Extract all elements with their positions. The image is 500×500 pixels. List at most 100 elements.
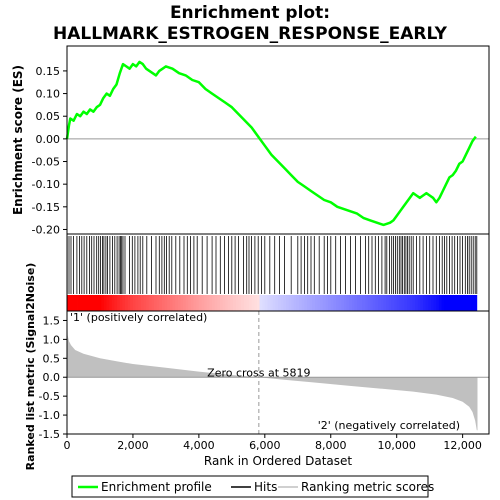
heatmap-cell: [183, 295, 187, 311]
heatmap-cell: [285, 295, 289, 311]
heatmap-cell: [264, 295, 268, 311]
heatmap-cell: [343, 295, 347, 311]
es-y-axis-label: Enrichment score (ES): [11, 65, 25, 215]
rank-y-tick-label: 1.0: [43, 333, 61, 346]
heatmap-cell: [452, 295, 456, 311]
chart-title-line2: HALLMARK_ESTROGEN_RESPONSE_EARLY: [53, 24, 448, 44]
heatmap-cell: [85, 295, 89, 311]
heatmap-cell: [449, 295, 453, 311]
heatmap-cell: [267, 295, 271, 311]
heatmap-cell: [238, 295, 242, 311]
heatmap-cell: [156, 295, 160, 311]
heatmap-cell: [467, 295, 471, 311]
heatmap-cell: [325, 295, 329, 311]
heatmap-cell: [235, 295, 239, 311]
x-tick-label: 0: [64, 439, 71, 452]
heatmap-cell: [275, 295, 279, 311]
legend-entry-hits: Hits: [254, 480, 277, 494]
heatmap-cell: [241, 295, 245, 311]
heatmap-cell: [246, 295, 250, 311]
x-axis-ticks: 0 2,000 4,000 6,000 8,000 10,000 12,000: [64, 434, 482, 452]
x-tick-label: 10,000: [377, 439, 416, 452]
heatmap-cell: [312, 295, 316, 311]
legend-entry-ranking-metric: Ranking metric scores: [301, 480, 434, 494]
heatmap-cell: [404, 295, 408, 311]
heatmap-cell: [143, 295, 147, 311]
heatmap-cell: [256, 295, 260, 311]
rank-y-tick-label: 0.0: [43, 371, 61, 384]
heatmap-cell: [159, 295, 163, 311]
heatmap-cell: [127, 295, 131, 311]
rank-y-axis-label: Ranked list metric (Signal2Noise): [24, 263, 37, 471]
es-panel: 0.15 0.10 0.05 0.00 -0.05 -0.10 -0.15 -0.20 Enr…: [11, 45, 490, 236]
heatmap-cell: [251, 295, 255, 311]
heatmap-cell: [291, 295, 295, 311]
heatmap-cell: [375, 295, 379, 311]
es-y-tick-label: 0.10: [36, 88, 61, 101]
heatmap-cell: [206, 295, 210, 311]
heatmap-cell: [67, 295, 71, 311]
heatmap-cell: [378, 295, 382, 311]
ranking-metric-area: [67, 314, 478, 431]
heatmap-cell: [409, 295, 413, 311]
heatmap-cell: [98, 295, 102, 311]
x-tick-label: 8,000: [315, 439, 347, 452]
heatmap-cell: [74, 295, 78, 311]
heatmap-cell: [362, 295, 366, 311]
heatmap-cell: [320, 295, 324, 311]
heatmap-cell: [299, 295, 303, 311]
rank-y-ticks: 1.5 1.0 0.5 0.0 -0.5 -1.0 -1.5: [39, 314, 67, 441]
heatmap-cell: [462, 295, 466, 311]
rank-panel: Zero cross at 5819 '1' (positively corre…: [24, 263, 490, 471]
heatmap-cell: [248, 295, 253, 311]
heatmap-cell: [475, 295, 478, 311]
heatmap-cell: [365, 295, 369, 311]
es-panel-frame: [66, 45, 490, 235]
heatmap-cell: [314, 295, 318, 311]
heatmap-cell: [394, 295, 398, 311]
es-y-tick-label: -0.10: [32, 178, 60, 191]
heatmap-cell: [117, 295, 121, 311]
heatmap-cell: [283, 295, 287, 311]
x-axis-label: Rank in Ordered Dataset: [204, 454, 352, 468]
heatmap-cell: [401, 295, 405, 311]
heatmap-cell: [436, 295, 440, 311]
heatmap-cell: [209, 295, 213, 311]
heatmap-cell: [301, 295, 305, 311]
heatmap-cell: [132, 295, 136, 311]
heatmap-cell: [296, 295, 300, 311]
chart-title-line1: Enrichment plot:: [170, 3, 330, 23]
heatmap-cell: [338, 295, 342, 311]
rank-y-tick-label: 1.5: [43, 314, 61, 327]
heatmap-cell: [407, 295, 411, 311]
heatmap-cell: [259, 295, 263, 311]
heatmap-cell: [96, 295, 100, 311]
heatmap-cell: [69, 295, 73, 311]
heatmap-cell: [135, 295, 139, 311]
heatmap-cell: [359, 295, 363, 311]
legend: Enrichment profile Hits Ranking metric s…: [71, 475, 434, 498]
heatmap-cell: [380, 295, 384, 311]
heatmap-cell: [111, 295, 115, 311]
heatmap-cell: [438, 295, 442, 311]
heatmap-cell: [465, 295, 469, 311]
heatmap-cell: [154, 295, 158, 311]
es-y-ticks: 0.15 0.10 0.05 0.00 -0.05 -0.10 -0.15 -0.20: [32, 65, 67, 236]
heatmap-cell: [386, 295, 390, 311]
heatmap-cell: [262, 295, 266, 311]
heatmap-cell: [196, 295, 200, 311]
heatmap-cell: [270, 295, 274, 311]
negative-correlation-label: '2' (negatively correlated): [318, 419, 460, 432]
hit-lines: [66, 236, 478, 294]
rank-y-tick-label: -0.5: [39, 390, 60, 403]
heatmap-cell: [351, 295, 355, 311]
rank-y-tick-label: -1.5: [39, 428, 60, 441]
heatmap-cell: [193, 295, 197, 311]
heatmap-cell: [349, 295, 353, 311]
heatmap-cell: [169, 295, 173, 311]
heatmap-cell: [125, 295, 129, 311]
heatmap-cell: [444, 295, 448, 311]
x-tick-label: 4,000: [183, 439, 215, 452]
heatmap-cell: [130, 295, 134, 311]
heatmap-cell: [214, 295, 218, 311]
